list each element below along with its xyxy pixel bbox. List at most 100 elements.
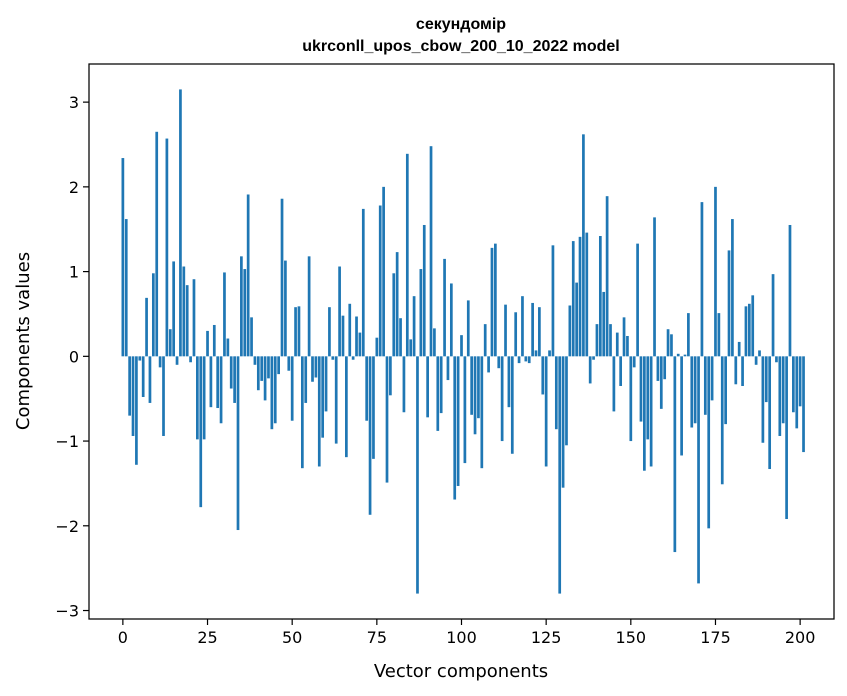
bar-component-9 (151, 273, 155, 357)
y-tick-label: 3 (69, 93, 79, 112)
y-tick-label: −1 (55, 432, 79, 451)
bar-component-191 (768, 356, 772, 470)
bar-component-96 (446, 356, 450, 381)
bar-component-55 (307, 256, 311, 357)
bar-component-16 (175, 356, 179, 365)
bar-component-117 (517, 356, 521, 364)
bar-component-134 (575, 282, 578, 357)
bar-component-133 (571, 241, 575, 357)
bar-component-19 (185, 285, 189, 357)
bar-component-72 (365, 356, 369, 421)
bar-component-140 (595, 324, 599, 357)
bar-component-57 (314, 356, 318, 378)
bar-component-106 (480, 356, 484, 469)
bar-component-196 (785, 356, 788, 520)
x-tick-label: 150 (616, 628, 647, 647)
bar-component-14 (168, 329, 172, 357)
bar-component-76 (378, 205, 382, 357)
bar-component-190 (764, 356, 768, 403)
bar-component-153 (639, 356, 643, 422)
bar-component-15 (172, 261, 176, 357)
bar-component-33 (233, 356, 236, 403)
bar-component-193 (775, 356, 778, 363)
bar-component-10 (155, 131, 159, 357)
bar-component-130 (561, 356, 565, 488)
bar-component-182 (737, 341, 741, 357)
bar-component-135 (578, 236, 582, 357)
bar-component-18 (182, 266, 186, 357)
bar-component-75 (375, 337, 379, 357)
x-tick-label: 200 (785, 628, 816, 647)
bar-component-0 (121, 158, 125, 357)
bar-component-141 (598, 236, 602, 357)
x-tick-label: 25 (197, 628, 217, 647)
bar-component-23 (199, 356, 203, 508)
bar-component-47 (280, 198, 284, 357)
bar-component-183 (741, 356, 744, 386)
bar-component-43 (267, 356, 270, 379)
x-tick-label: 175 (700, 628, 731, 647)
bar-component-8 (148, 356, 152, 403)
bar-component-164 (676, 353, 680, 357)
bar-component-46 (277, 356, 280, 375)
bar-component-142 (602, 291, 606, 357)
bar-component-147 (619, 356, 623, 386)
bar-component-1 (124, 219, 128, 357)
y-tick-label: −2 (55, 517, 79, 536)
bar-component-138 (588, 356, 592, 384)
y-axis-ticks: −3 −2 −1 0 1 2 3 (55, 93, 89, 621)
bar-component-56 (311, 356, 314, 382)
bar-component-37 (246, 194, 250, 357)
bar-component-137 (585, 232, 589, 357)
bar-component-82 (399, 318, 402, 357)
bar-component-12 (162, 356, 165, 436)
bar-component-38 (250, 317, 253, 357)
x-tick-label: 0 (118, 628, 128, 647)
bar-component-30 (223, 272, 226, 357)
bar-component-139 (592, 356, 595, 360)
bar-component-2 (128, 356, 131, 416)
bar-component-108 (487, 356, 490, 373)
bar-component-168 (690, 356, 694, 428)
bar-component-68 (351, 356, 355, 360)
bar-component-87 (416, 356, 419, 594)
bar-component-119 (524, 356, 528, 362)
bar-component-156 (649, 356, 653, 467)
bar-component-167 (687, 313, 690, 357)
bar-component-89 (422, 224, 426, 357)
bar-component-195 (781, 356, 785, 424)
bar-component-21 (192, 279, 196, 357)
bar-component-29 (219, 356, 223, 424)
bar-component-157 (653, 217, 656, 357)
bar-component-100 (460, 335, 463, 357)
bar-component-173 (707, 356, 711, 529)
bar-component-13 (165, 138, 169, 357)
bar-component-40 (256, 356, 260, 391)
bar-component-74 (372, 356, 375, 459)
bar-component-80 (392, 273, 396, 357)
bar-component-7 (145, 297, 148, 357)
bar-component-121 (531, 302, 534, 357)
bar-component-77 (382, 186, 385, 357)
bar-component-31 (226, 338, 230, 357)
bar-component-115 (510, 356, 514, 454)
bar-component-28 (216, 356, 220, 409)
bar-component-84 (405, 153, 409, 357)
bar-component-39 (253, 356, 257, 365)
y-tick-label: 1 (69, 263, 79, 282)
bar-component-70 (358, 332, 362, 357)
bar-component-179 (727, 250, 731, 357)
bar-component-132 (568, 305, 572, 357)
bar-component-65 (341, 315, 345, 357)
bar-component-163 (673, 356, 677, 553)
x-axis-ticks: 0 25 50 75 100 125 150 175 200 (118, 619, 816, 647)
bar-component-149 (626, 335, 629, 357)
bar-component-42 (263, 356, 267, 401)
bar-component-112 (500, 356, 504, 442)
bar-component-111 (497, 356, 501, 369)
bar-component-165 (680, 356, 683, 456)
bar-component-143 (605, 196, 609, 357)
bar-component-59 (321, 356, 325, 438)
bar-component-144 (609, 324, 612, 357)
bar-component-174 (710, 356, 714, 401)
